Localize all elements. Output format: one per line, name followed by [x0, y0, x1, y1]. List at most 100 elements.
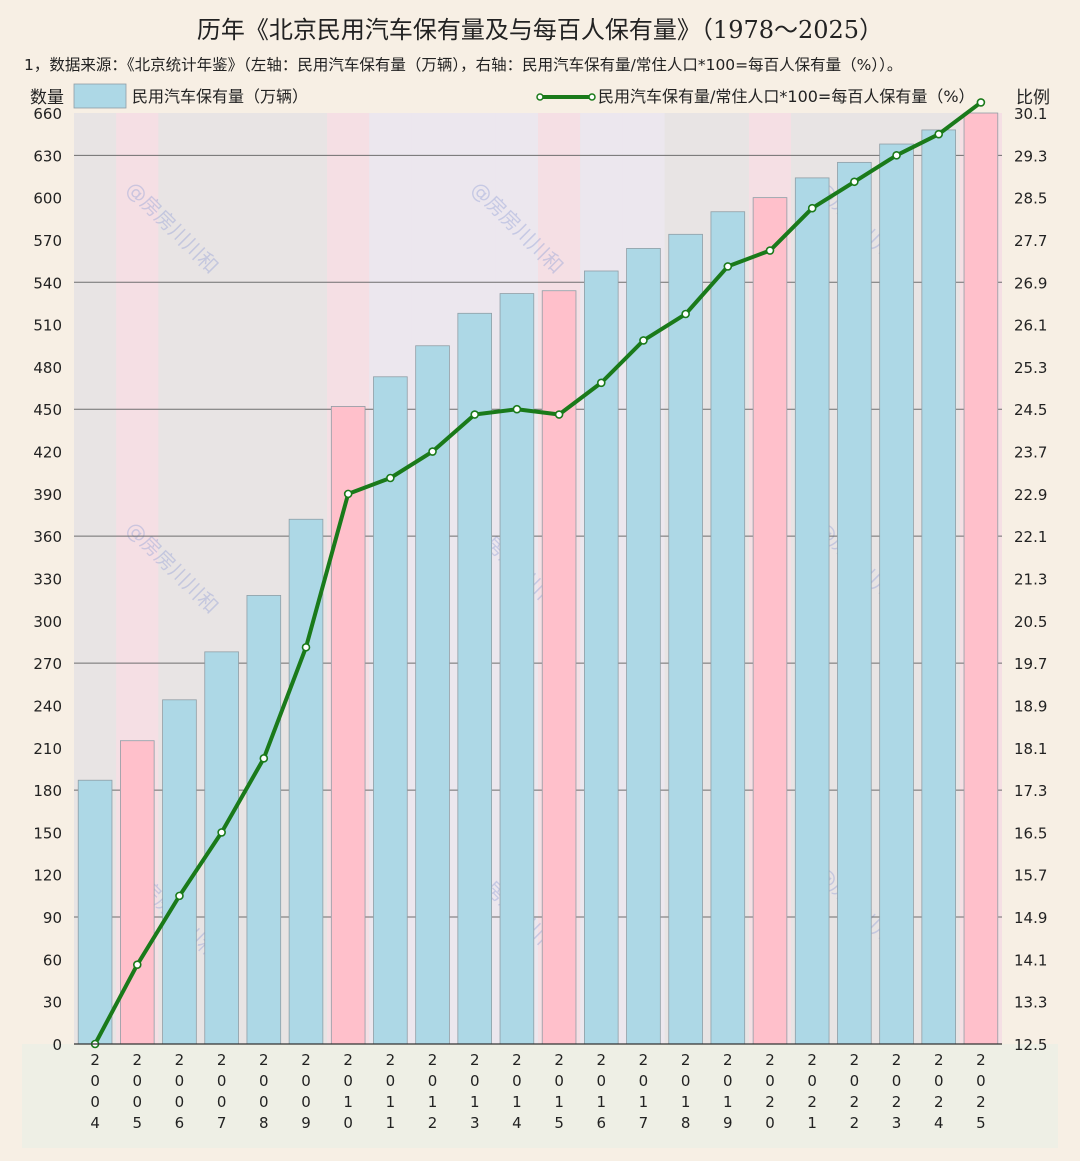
y-right-tick-label: 19.7 — [1014, 655, 1047, 673]
bar-series — [77, 112, 999, 1045]
y-left-tick-label: 450 — [33, 401, 62, 419]
bar — [794, 177, 830, 1045]
bar — [921, 129, 957, 1045]
bar — [963, 112, 999, 1045]
y-right-tick-label: 12.5 — [1014, 1036, 1047, 1054]
line-point — [343, 489, 353, 499]
legend-line-marker — [588, 93, 596, 101]
bar — [77, 779, 113, 1045]
y-right-tick-label: 29.3 — [1014, 147, 1047, 165]
y-left-tick-label: 240 — [33, 697, 62, 715]
y-right-tick-label: 14.1 — [1014, 951, 1047, 969]
y-right-tick-label: 22.9 — [1014, 486, 1047, 504]
legend-line-marker — [536, 93, 544, 101]
line-point — [386, 473, 395, 483]
y-left-tick-label: 270 — [33, 655, 62, 673]
y-right-tick-label: 21.3 — [1014, 571, 1047, 589]
y-left-axis-label: 数量 — [30, 88, 64, 108]
legend: 民用汽车保有量（万辆） 民用汽车保有量/常住人口*100=每百人保有量（%） — [73, 83, 975, 109]
line-point — [470, 410, 480, 419]
line-point — [976, 98, 986, 107]
bar — [415, 345, 450, 1045]
line-series — [90, 98, 986, 1049]
y-right-tick-label: 18.9 — [1014, 697, 1047, 715]
y-right-tick-label: 15.7 — [1014, 867, 1047, 885]
line-point — [850, 177, 859, 187]
y-right-tick-label: 22.1 — [1014, 528, 1047, 546]
y-right-tick-label: 18.1 — [1014, 740, 1047, 758]
y-left-tick-label: 540 — [33, 274, 62, 292]
y-right-axis-label: 比例 — [1016, 88, 1050, 108]
y-right-tick-label: 28.5 — [1014, 190, 1047, 208]
bar — [330, 406, 366, 1045]
bar — [246, 595, 282, 1045]
line-point — [681, 309, 690, 319]
line-point — [132, 960, 142, 969]
y-right-tick-label: 14.9 — [1014, 909, 1047, 927]
y-right-tick-label: 23.7 — [1014, 444, 1047, 462]
y-left-tick-label: 120 — [33, 867, 62, 885]
y-left-tick-label: 480 — [33, 359, 62, 377]
y-left-tick-label: 330 — [33, 571, 62, 589]
line-point — [596, 378, 606, 388]
chart-subtitle: 1，数据来源：《北京统计年鉴》（左轴：民用汽车保有量（万辆），右轴：民用汽车保有… — [24, 56, 903, 74]
y-right-tick-label: 17.3 — [1014, 782, 1047, 800]
bar — [837, 161, 872, 1045]
line-point — [723, 262, 733, 271]
line-point — [301, 642, 311, 652]
line-point — [934, 129, 944, 139]
y-right-tick-label: 13.3 — [1014, 994, 1047, 1012]
legend-bar-label: 民用汽车保有量（万辆） — [132, 87, 308, 106]
bar — [162, 699, 197, 1045]
x-label-area — [22, 1044, 1058, 1148]
line-point — [554, 410, 564, 419]
y-left-tick-label: 150 — [33, 824, 62, 842]
y-left-tick-label: 420 — [33, 444, 62, 462]
y-left-tick-label: 390 — [33, 486, 62, 504]
y-right-tick-label: 26.9 — [1014, 274, 1047, 292]
y-right-tick-label: 20.5 — [1014, 613, 1047, 631]
line-path — [93, 100, 983, 1045]
y-left-tick-label: 360 — [33, 528, 62, 546]
y-left-tick-label: 600 — [33, 190, 62, 208]
line-point — [428, 447, 437, 456]
line-point — [217, 828, 226, 837]
y-left-tick-label: 660 — [33, 105, 62, 123]
y-left-tick-label: 0 — [52, 1036, 62, 1054]
y-left-tick-label: 180 — [33, 782, 62, 800]
y-left-tick-label: 510 — [33, 317, 62, 335]
y-right-tick-label: 27.7 — [1014, 232, 1047, 250]
y-left-tick-label: 60 — [43, 951, 62, 969]
y-left-tick-label: 30 — [43, 994, 62, 1012]
y-left-tick-label: 300 — [33, 613, 62, 631]
bar — [710, 211, 746, 1045]
y-right-tick-label: 25.3 — [1014, 359, 1047, 377]
bar — [879, 143, 914, 1045]
line-point — [512, 404, 522, 414]
axes: 0 30 60 90 120 150 180 210 240 270 300 330 360 390 420… — [30, 88, 1050, 1132]
chart-title: 历年《北京民用汽车保有量及与每百人保有量》（1978～2025） — [196, 16, 884, 44]
bar — [668, 233, 703, 1045]
y-right-tick-label: 24.5 — [1014, 401, 1047, 419]
y-left-tick-label: 570 — [33, 232, 62, 250]
line-point — [259, 754, 269, 763]
y-left-tick-label: 630 — [33, 147, 62, 165]
